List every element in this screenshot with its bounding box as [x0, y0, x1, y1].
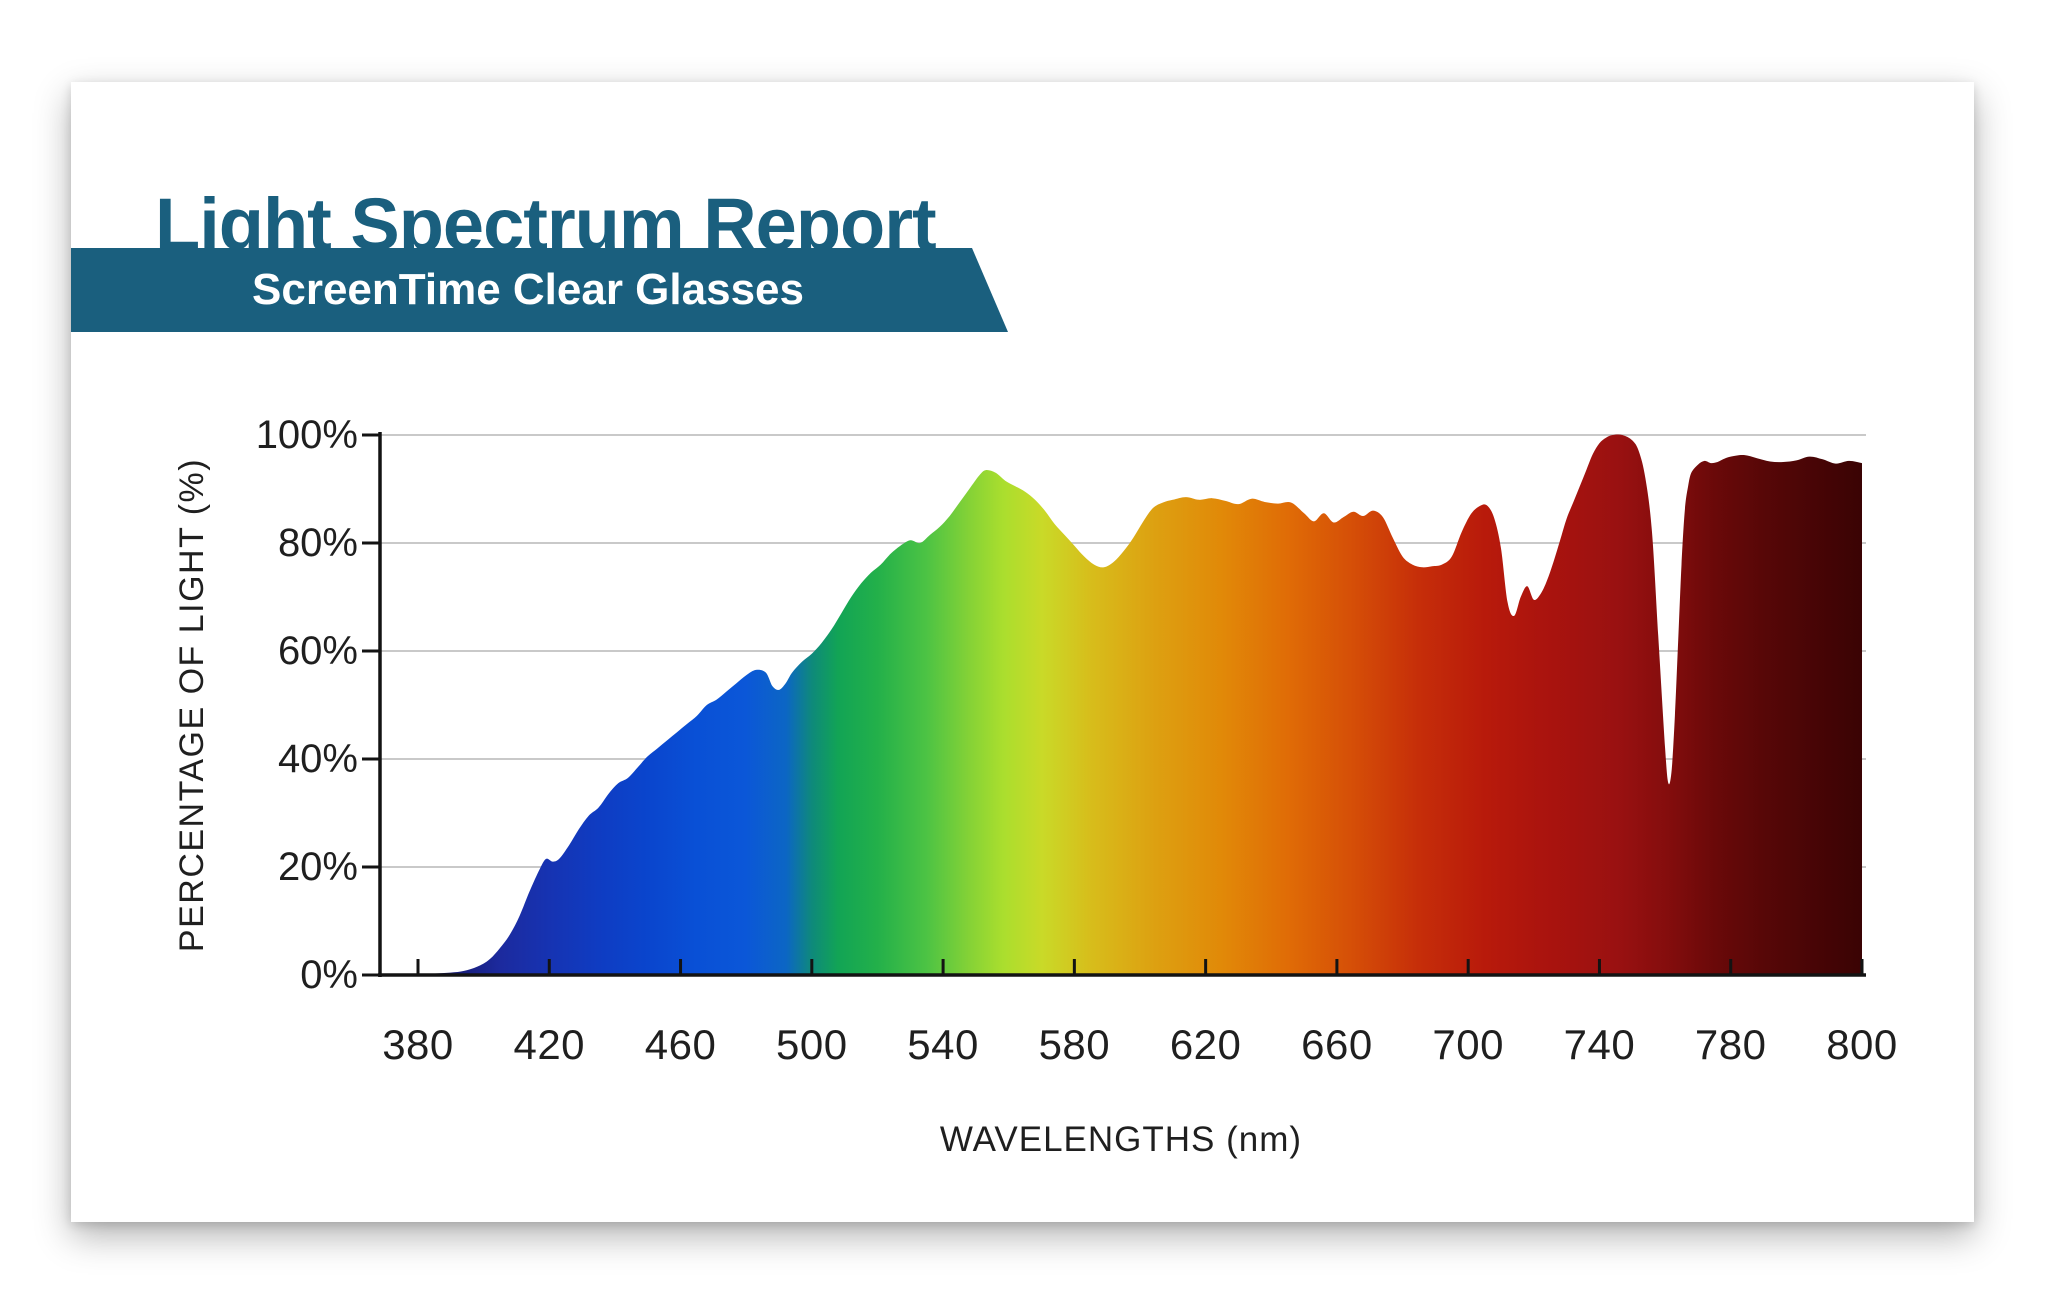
y-tick-label: 20% [277, 845, 358, 889]
spectrum-chart [362, 432, 1866, 977]
y-tick-label: 0% [300, 953, 358, 997]
spectrum-area [418, 434, 1862, 976]
x-tick-label: 540 [907, 1021, 979, 1068]
x-tick-label: 660 [1301, 1021, 1373, 1068]
x-tick-label: 620 [1169, 1021, 1242, 1068]
x-tick-label: 460 [644, 1021, 717, 1068]
x-tick-label: 580 [1038, 1021, 1111, 1068]
y-axis-title: PERCENTAGE OF LIGHT (%) [173, 457, 211, 953]
y-tick-label: 40% [277, 737, 358, 781]
x-tick-label: 700 [1432, 1021, 1504, 1068]
subtitle-banner: ScreenTime Clear Glasses [71, 248, 1008, 332]
x-tick-label: 740 [1563, 1021, 1636, 1068]
x-tick-label: 420 [513, 1021, 586, 1068]
y-tick-label: 60% [277, 629, 358, 673]
x-axis-title: WAVELENGTHS (nm) [939, 1120, 1303, 1159]
subtitle-text: ScreenTime Clear Glasses [252, 265, 804, 314]
x-tick-label: 800 [1826, 1021, 1898, 1068]
x-tick-label: 380 [382, 1021, 454, 1068]
x-tick-label: 500 [776, 1021, 848, 1068]
x-tick-label: 780 [1694, 1021, 1767, 1068]
y-tick-label: 100% [255, 413, 358, 457]
y-tick-label: 80% [277, 521, 358, 565]
